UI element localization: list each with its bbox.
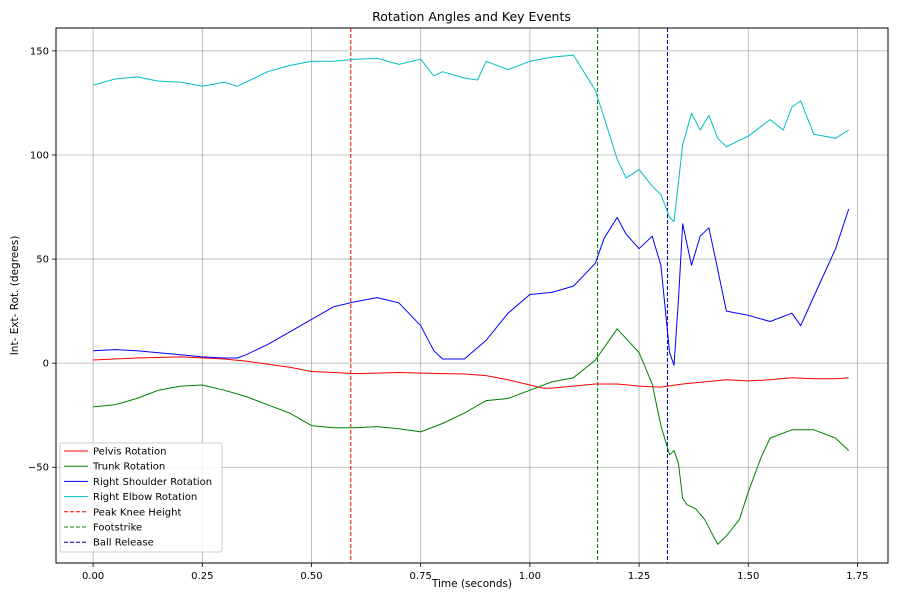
legend-box (59, 442, 223, 553)
series-lines (92, 54, 850, 545)
x-axis-label: Time (seconds) (431, 578, 512, 590)
y-tick-label: 0 (43, 359, 49, 370)
y-tick-label: 50 (36, 255, 49, 266)
series-line (93, 328, 850, 545)
y-tick-label: 100 (30, 150, 49, 161)
y-tick-label: 150 (30, 46, 49, 57)
legend-label: Right Shoulder Rotation (93, 477, 212, 488)
series-line (93, 356, 849, 389)
y-axis-label: Int- Ext- Rot. (degrees) (9, 236, 21, 356)
grid-lines (56, 28, 888, 563)
plot-frame (55, 27, 889, 564)
legend-label: Trunk Rotation (92, 462, 165, 473)
series-line (92, 54, 849, 223)
legend-label: Peak Knee Height (93, 507, 181, 518)
legend-label: Ball Release (93, 538, 154, 549)
chart-title: Rotation Angles and Key Events (372, 9, 571, 24)
series-line (93, 208, 850, 366)
event-lines (350, 28, 668, 563)
legend-label: Right Elbow Rotation (93, 492, 197, 503)
y-axis-ticks: −50 0 50 100 150 (28, 46, 56, 474)
legend: Pelvis Rotation Trunk Rotation Right Shoul… (59, 442, 223, 553)
x-tick-label: 1.25 (628, 571, 650, 582)
legend-items: Pelvis Rotation Trunk Rotation Right Shoul… (64, 447, 212, 549)
x-tick-label: 0.25 (191, 571, 213, 582)
x-tick-label: 0.00 (82, 571, 104, 582)
legend-label: Footstrike (93, 523, 142, 534)
x-tick-label: 1.75 (846, 571, 868, 582)
x-tick-label: 1.50 (737, 571, 759, 582)
x-axis-ticks: 0.00 0.25 0.50 0.75 1.00 1.25 1.50 1.75 (82, 563, 869, 582)
legend-label: Pelvis Rotation (93, 447, 167, 458)
x-tick-label: 0.50 (300, 571, 322, 582)
y-tick-label: −50 (28, 463, 49, 474)
x-tick-label: 1.00 (519, 571, 541, 582)
x-tick-label: 0.75 (410, 571, 432, 582)
